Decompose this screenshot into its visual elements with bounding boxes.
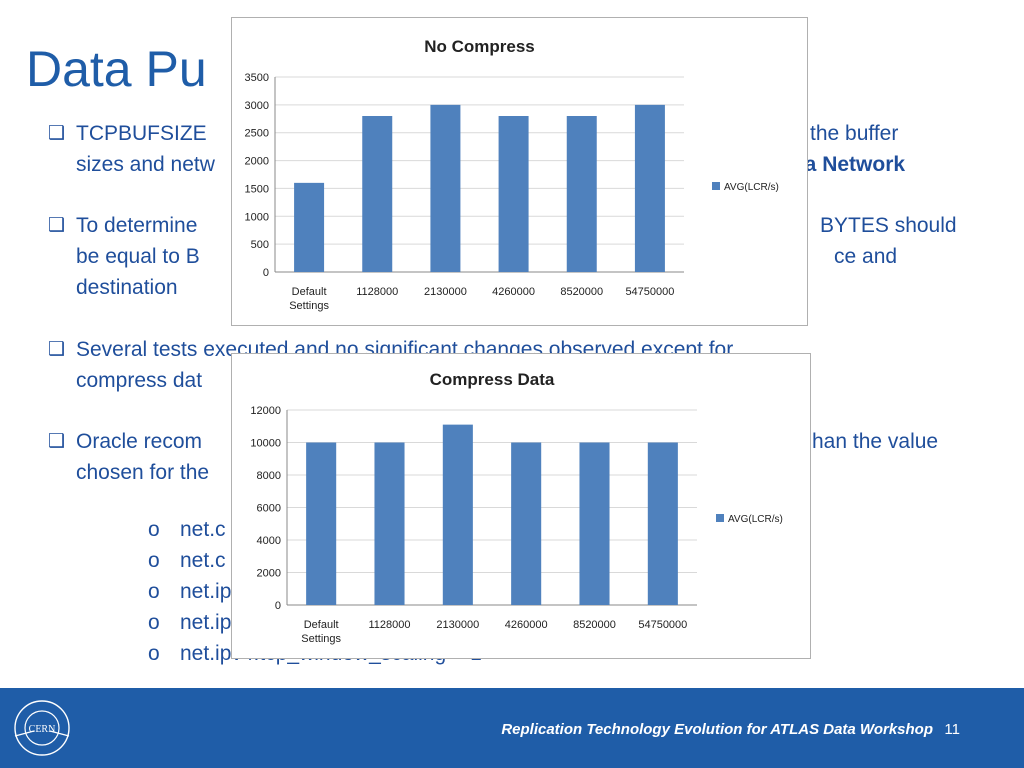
sub-bullet: o net.c (148, 518, 226, 542)
logo-text: CERN (29, 724, 56, 735)
bullet-text: han the value (812, 430, 939, 453)
bar (294, 182, 325, 272)
x-tick-label-line: Default (304, 619, 339, 631)
slide-title: Data Pu (26, 41, 207, 97)
bar (498, 116, 529, 272)
bar (634, 104, 665, 272)
x-tick-label-line: Settings (289, 300, 329, 312)
compress-data-chart-svg: Compress Data 0 2000 4000 6000 8000 10000 12000… (250, 370, 783, 645)
compress-data-chart: Compress Data 0 2000 4000 6000 8000 10000 12000… (231, 353, 811, 659)
bar (566, 116, 597, 272)
x-tick-label: 54750000 (638, 619, 687, 631)
x-tick-label: 2130000 (424, 286, 467, 298)
chart-title: No Compress (424, 37, 535, 56)
bar (362, 116, 393, 272)
legend-swatch (716, 514, 724, 522)
checkbox-bullet-icon: ❑ (48, 215, 66, 236)
bullet-text: be equal to B (76, 245, 200, 268)
circle-bullet-icon: o (148, 518, 160, 541)
sub-bullet-text: net.ip (180, 580, 232, 603)
legend-label: AVG(LCR/s) (728, 514, 783, 525)
x-tick-label: 4260000 (505, 619, 548, 631)
bar (306, 442, 337, 605)
chart-title: Compress Data (430, 370, 555, 389)
y-tick-label: 2000 (257, 568, 281, 580)
bullet-text: compress dat (76, 369, 203, 392)
checkbox-bullet-icon: ❑ (48, 431, 66, 452)
checkbox-bullet-icon: ❑ (48, 123, 66, 144)
x-tick-label: 1128000 (356, 286, 398, 298)
footer-text: Replication Technology Evolution for ATL… (501, 721, 933, 738)
legend-swatch (712, 182, 720, 190)
bullet-text: Oracle recom (76, 430, 203, 453)
y-tick-label: 4000 (257, 535, 281, 547)
bullet-text: the buffer (810, 122, 899, 145)
x-tick-label: 8520000 (573, 619, 616, 631)
y-tick-label: 6000 (257, 503, 281, 515)
legend-label: AVG(LCR/s) (724, 182, 779, 193)
y-tick-label: 2500 (245, 128, 269, 140)
sub-bullet: o net.ip (148, 611, 231, 635)
y-tick-label: 8000 (257, 470, 281, 482)
bullet-text: ce and (834, 245, 898, 268)
bullet-text: To determine (76, 214, 198, 237)
y-tick-label: 1000 (245, 211, 269, 223)
bullet-text: ea Network (793, 153, 906, 176)
x-tick-label: 1128000 (368, 619, 410, 631)
page-number: 11 (944, 721, 960, 738)
bullet-text: TCPBUFSIZE (76, 122, 207, 145)
circle-bullet-icon: o (148, 580, 160, 603)
x-tick-label: 2130000 (436, 619, 479, 631)
sub-bullet-text: net.c (180, 518, 226, 541)
bar (579, 442, 610, 605)
sub-bullet: o net.ip (148, 580, 231, 604)
circle-bullet-icon: o (148, 642, 160, 665)
cern-logo: CERN (14, 700, 70, 756)
sub-bullet-text: net.c (180, 549, 226, 572)
y-tick-label: 0 (263, 267, 269, 279)
checkbox-bullet-icon: ❑ (48, 339, 66, 360)
no-compress-chart-svg: No Compress 0 500 1000 1500 2000 2500 3000 3500 D… (245, 37, 779, 312)
x-tick-label-line: Settings (301, 633, 341, 645)
y-tick-label: 2000 (245, 156, 269, 168)
x-tick-label: 4260000 (492, 286, 535, 298)
bar (511, 442, 542, 605)
x-tick-label-line: Default (292, 286, 327, 298)
y-tick-label: 10000 (250, 438, 281, 450)
x-tick-label: 8520000 (560, 286, 603, 298)
y-tick-label: 12000 (250, 405, 281, 417)
bullet-text: BYTES should (820, 214, 957, 237)
bar (430, 104, 461, 272)
circle-bullet-icon: o (148, 611, 160, 634)
y-tick-label: 0 (275, 600, 281, 612)
bullet-text: destination (76, 276, 178, 299)
no-compress-chart: No Compress 0 500 1000 1500 2000 2500 3000 3500 D… (231, 17, 808, 326)
bar (442, 424, 473, 605)
x-tick-label: 54750000 (625, 286, 674, 298)
sub-bullet: o net.c (148, 549, 226, 573)
x-tick-label: Default Settings (301, 619, 341, 645)
x-tick-label: Default Settings (289, 286, 329, 312)
bullet-text: sizes and netw (76, 153, 215, 176)
bar (374, 442, 405, 605)
bar (647, 442, 678, 605)
footer-bar: Replication Technology Evolution for ATL… (0, 688, 1024, 768)
bullet-text: chosen for the (76, 461, 210, 484)
sub-bullet-text: net.ip (180, 611, 232, 634)
circle-bullet-icon: o (148, 549, 160, 572)
y-tick-label: 3500 (245, 72, 269, 84)
y-tick-label: 500 (251, 239, 269, 251)
y-tick-label: 3000 (245, 100, 269, 112)
y-tick-label: 1500 (245, 183, 269, 195)
